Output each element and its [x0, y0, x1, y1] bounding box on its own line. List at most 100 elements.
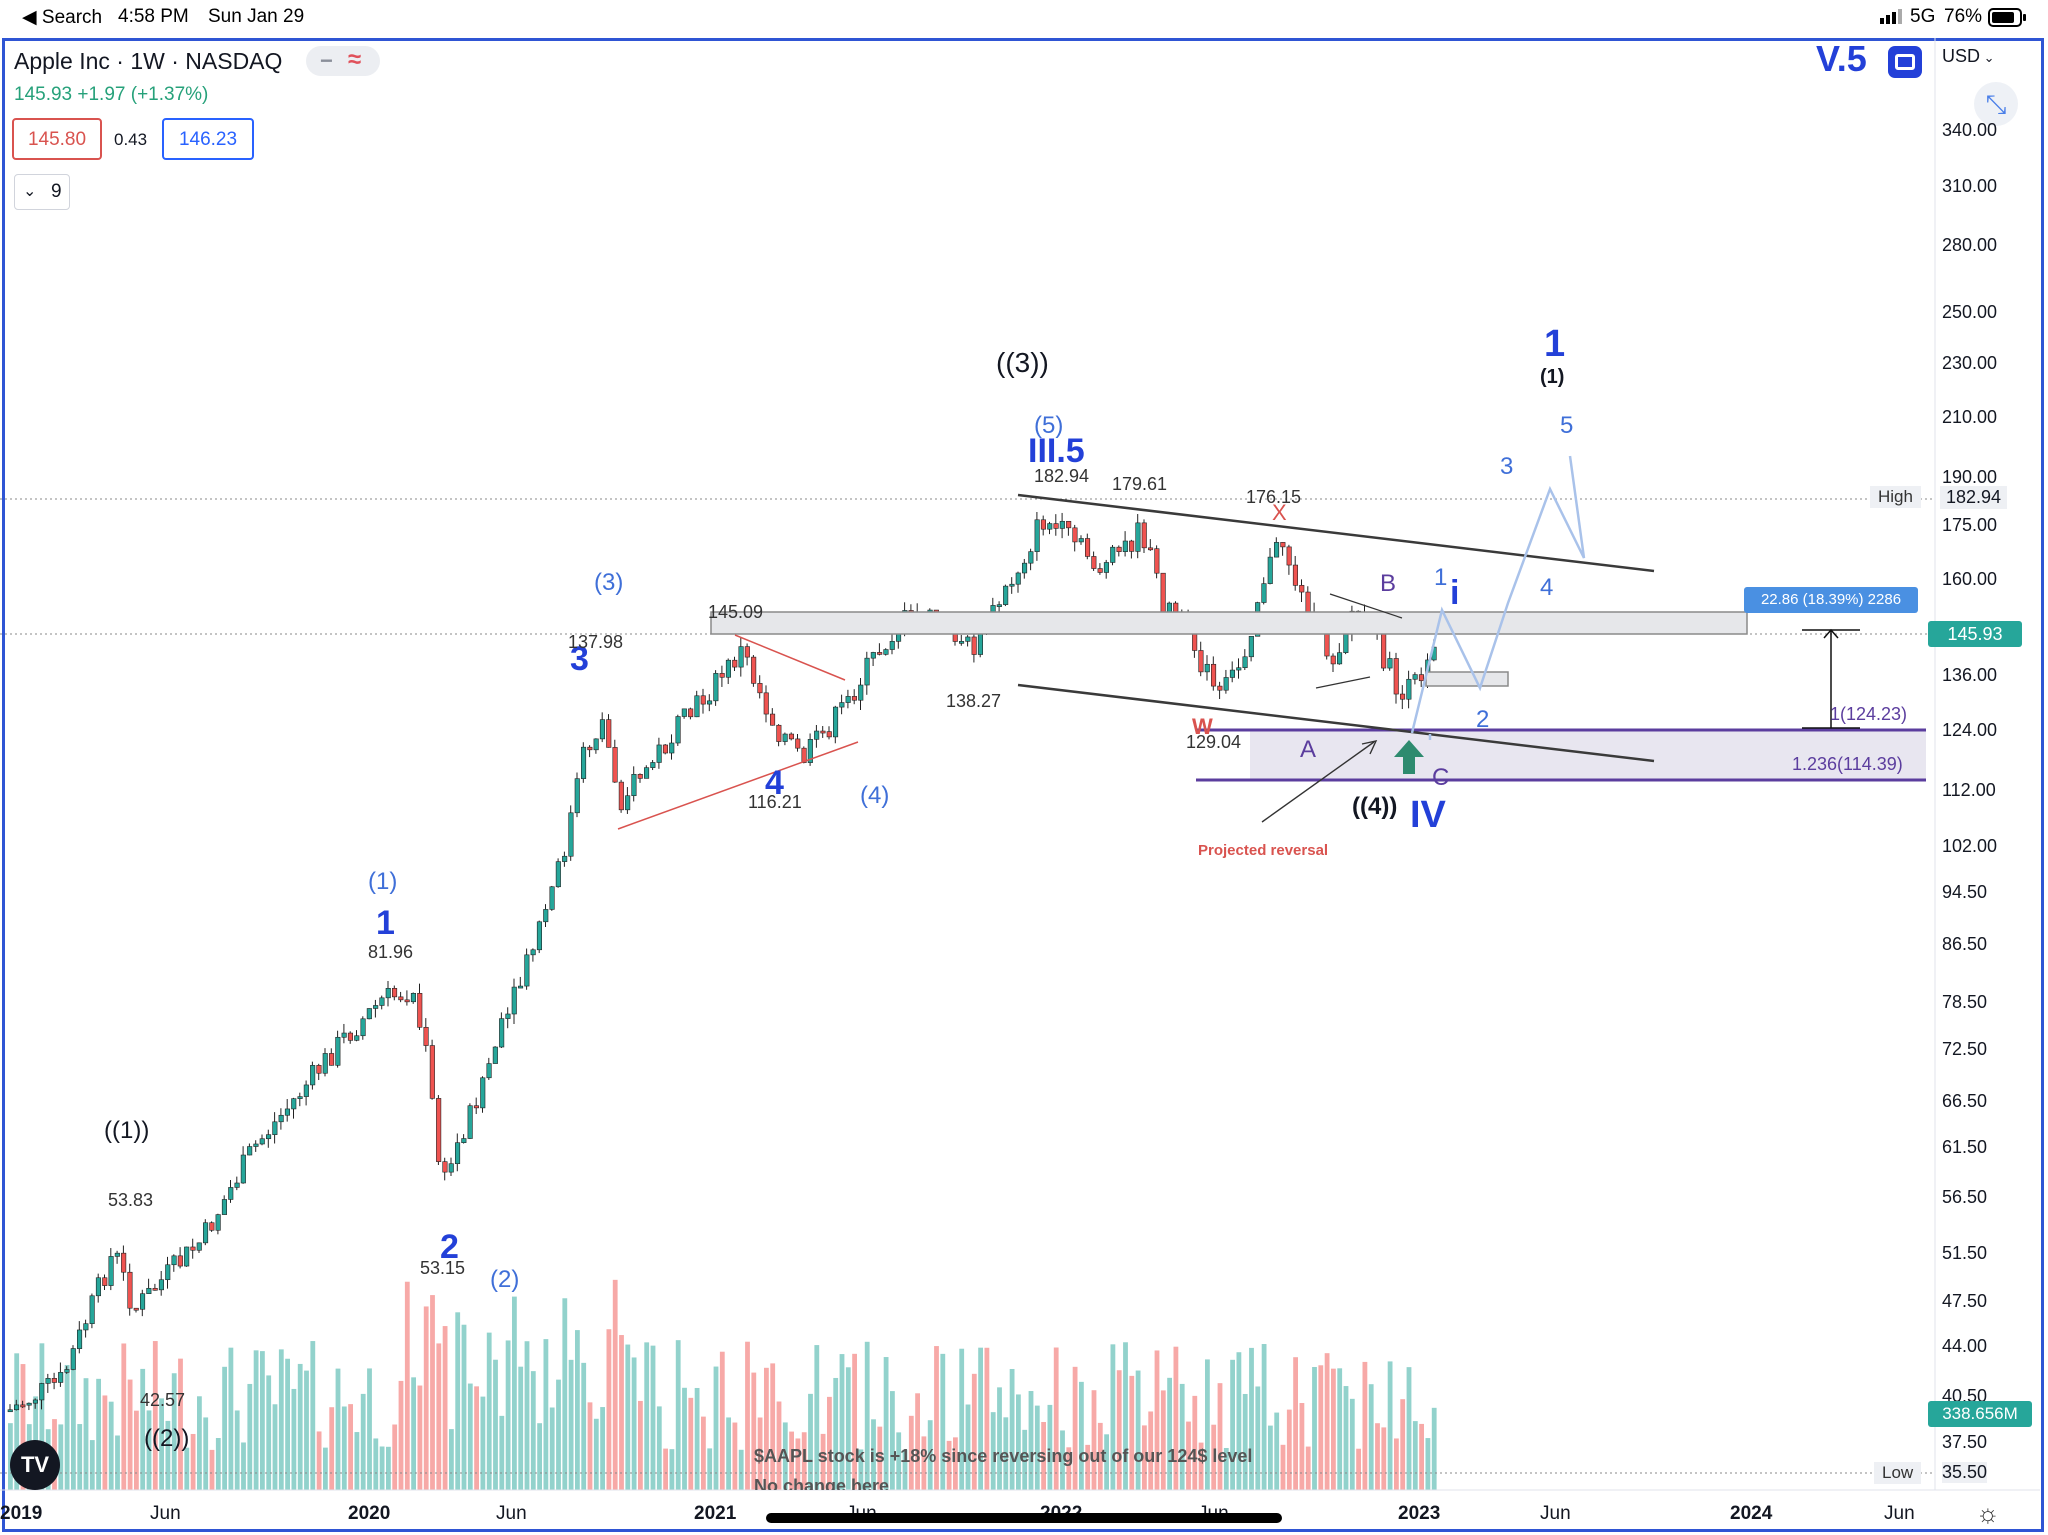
volume-bar [1123, 1342, 1128, 1490]
candle-body [958, 641, 965, 644]
candle-body [1248, 635, 1254, 658]
candle-body [14, 1404, 20, 1411]
candle-body [694, 695, 700, 718]
volume-bar [839, 1354, 845, 1490]
back-to-search-link[interactable]: ◀ Search [22, 7, 103, 28]
volume-bar [764, 1367, 769, 1490]
volume-bar [600, 1407, 605, 1490]
candle-body [681, 708, 687, 717]
volume-bar [499, 1415, 505, 1490]
volume-bar [341, 1406, 347, 1490]
candle-body [404, 999, 410, 1003]
volume-bar [1154, 1350, 1160, 1490]
volume-bar [701, 1416, 706, 1490]
x-tick-label: 2019 [0, 1503, 43, 1524]
volume-bar [39, 1343, 45, 1490]
candle-body [1337, 652, 1343, 665]
status-date: Sun Jan 29 [208, 6, 305, 27]
candle-body [1116, 546, 1122, 552]
volume-bar [757, 1417, 763, 1490]
candle-body [826, 731, 832, 738]
sell-button[interactable]: 145.80 [12, 118, 102, 160]
candle-body [26, 1402, 32, 1406]
volume-bar [247, 1383, 253, 1490]
candle-body [593, 738, 599, 751]
candle-body [209, 1222, 215, 1231]
candle-body [801, 747, 807, 763]
candle-body [1418, 674, 1424, 682]
candle-body [1242, 656, 1248, 669]
volume-bar [707, 1448, 713, 1490]
candle-body [45, 1378, 51, 1384]
small-zone [1425, 671, 1509, 687]
price-label: 179.61 [1112, 474, 1168, 494]
volume-bar [789, 1431, 794, 1490]
volume-bar [650, 1345, 656, 1490]
volume-bar [1028, 1391, 1034, 1490]
volume-bar [197, 1396, 202, 1490]
volume-bar [940, 1353, 946, 1490]
volume-bar [530, 1371, 536, 1490]
buy-button[interactable]: 146.23 [162, 118, 254, 160]
volume-bar [512, 1296, 517, 1490]
symbol-title[interactable]: Apple Inc · 1W · NASDAQ [14, 48, 283, 74]
volume-bar [1312, 1367, 1317, 1490]
collapse-icon[interactable]: ⤡ [1974, 82, 2018, 126]
tradingview-logo-icon[interactable]: TV [10, 1440, 60, 1490]
candle-body [1009, 583, 1015, 587]
volume-bar [260, 1351, 265, 1490]
candle-body [1053, 523, 1059, 529]
y-tick-label: 230.00 [1942, 353, 1998, 373]
y-tick-label: 175.00 [1942, 515, 1998, 535]
candle-body [1072, 527, 1078, 543]
volume-bar [1375, 1423, 1380, 1490]
settings-gear-icon[interactable]: ☼ [1976, 1498, 2000, 1528]
volume-bar [682, 1387, 687, 1490]
candle-body [259, 1138, 265, 1145]
volume-bar [688, 1397, 694, 1490]
candle-body [108, 1256, 114, 1286]
indicators-toggle[interactable]: ⌄ 9 [14, 174, 70, 210]
volume-bar [543, 1339, 549, 1490]
volume-bar [310, 1341, 316, 1490]
volume-bar [1331, 1368, 1336, 1490]
candle-body [448, 1163, 454, 1173]
volume-bar [411, 1377, 416, 1490]
candle-body [706, 700, 713, 705]
x-tick-label: Jun [150, 1503, 181, 1524]
candle-body [291, 1098, 297, 1110]
volume-bar [984, 1347, 990, 1490]
wave-label: C [1432, 764, 1450, 791]
candle-body [662, 744, 669, 754]
snapshot-icon[interactable] [1888, 46, 1922, 78]
candle-body [606, 719, 612, 748]
volume-bar [486, 1332, 492, 1490]
wave-label: ((2)) [144, 1425, 190, 1452]
candle-body [1066, 520, 1072, 529]
candle-body [713, 673, 719, 702]
wave-label: (1) [368, 868, 398, 895]
candle-body [1059, 520, 1065, 529]
candle-body [83, 1323, 89, 1331]
volume-bar [442, 1326, 448, 1490]
candle-body [77, 1329, 83, 1349]
chart-type-toggle[interactable]: − ≈ [306, 46, 380, 76]
x-tick-label: Jun [496, 1503, 527, 1524]
y-tick-label: 112.00 [1942, 780, 1996, 800]
volume-bar [1368, 1384, 1374, 1490]
volume-bar [1431, 1407, 1437, 1490]
candle-body [234, 1182, 240, 1188]
currency-select[interactable]: USD ⌄ [1942, 46, 1995, 66]
candle-body [1135, 522, 1141, 552]
volume-bar [1387, 1361, 1393, 1490]
volume-bar [1066, 1447, 1072, 1490]
volume-bar [379, 1446, 385, 1490]
volume-bar [1116, 1370, 1122, 1490]
candle-body [429, 1045, 435, 1099]
volume-bar [266, 1375, 272, 1490]
volume-bar [316, 1431, 322, 1490]
volume-bar [1160, 1390, 1166, 1490]
volume-bar [1016, 1394, 1021, 1490]
candle-body [505, 1013, 511, 1019]
